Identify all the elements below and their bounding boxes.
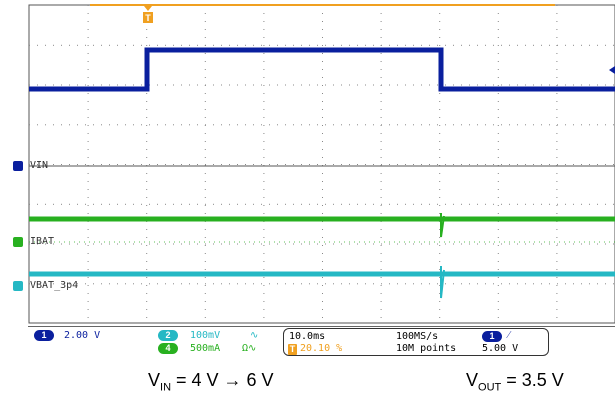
ch4-badge[interactable]: 4 <box>158 343 178 354</box>
trigger-slope-icon: ⁄ <box>508 330 510 341</box>
trigger-level: 5.00 V <box>482 343 519 354</box>
ibat-transient <box>440 213 445 238</box>
svg-text:T: T <box>145 13 151 23</box>
graticule-grid <box>29 5 614 318</box>
ch1-scale: 2.00 V <box>64 330 101 341</box>
vout-symbol: V <box>466 370 479 390</box>
ch2-name: VBAT_3p4 <box>30 280 79 291</box>
waveform-display: T <box>28 4 615 324</box>
timebase: 10.0ms <box>289 331 326 342</box>
ch1-badge[interactable]: 1 <box>34 330 54 341</box>
ch4-name: IBAT <box>30 236 55 247</box>
record-length: 10M points <box>396 343 457 354</box>
vout-caption: VOUT = 3.5 V <box>466 370 564 394</box>
trigger-pos-badge: T <box>288 344 297 355</box>
trigger-source-badge: 1 <box>482 331 502 342</box>
scope-info-bar: 1 2.00 V 2 100mV ∿ 4 500mA Ω∿ 10.0ms T 2… <box>28 326 615 357</box>
ch1-marker[interactable] <box>13 161 23 171</box>
ch4-coupling-icon: Ω∿ <box>242 343 257 354</box>
vin-trace <box>29 47 615 92</box>
ch2-marker[interactable] <box>13 281 23 291</box>
vin-caption: VIN = 4 V → 6 V <box>148 370 274 394</box>
vin-subscript: IN <box>160 381 172 394</box>
ch2-scale: 100mV <box>190 330 221 341</box>
vin-symbol: V <box>148 370 161 390</box>
sample-rate: 100MS/s <box>396 331 439 342</box>
vout-subscript: OUT <box>478 381 502 394</box>
vout-value: = 3.5 V <box>501 370 564 390</box>
trigger-marker: T <box>143 6 153 23</box>
vin-value: = 4 V → 6 V <box>171 370 274 390</box>
ch4-marker[interactable] <box>13 237 23 247</box>
vbat-transient <box>440 266 445 299</box>
ch4-scale: 500mA <box>190 343 221 354</box>
ch1-name: VIN <box>30 160 49 171</box>
trigger-level-marker <box>609 66 615 74</box>
trigger-position: 20.10 % <box>300 343 343 354</box>
ch2-coupling-icon: ∿ <box>250 330 259 341</box>
ch2-badge[interactable]: 2 <box>158 330 178 341</box>
horizontal-settings-box[interactable]: 10.0ms T 20.10 % 100MS/s 10M points 1 ⁄ … <box>283 328 549 356</box>
